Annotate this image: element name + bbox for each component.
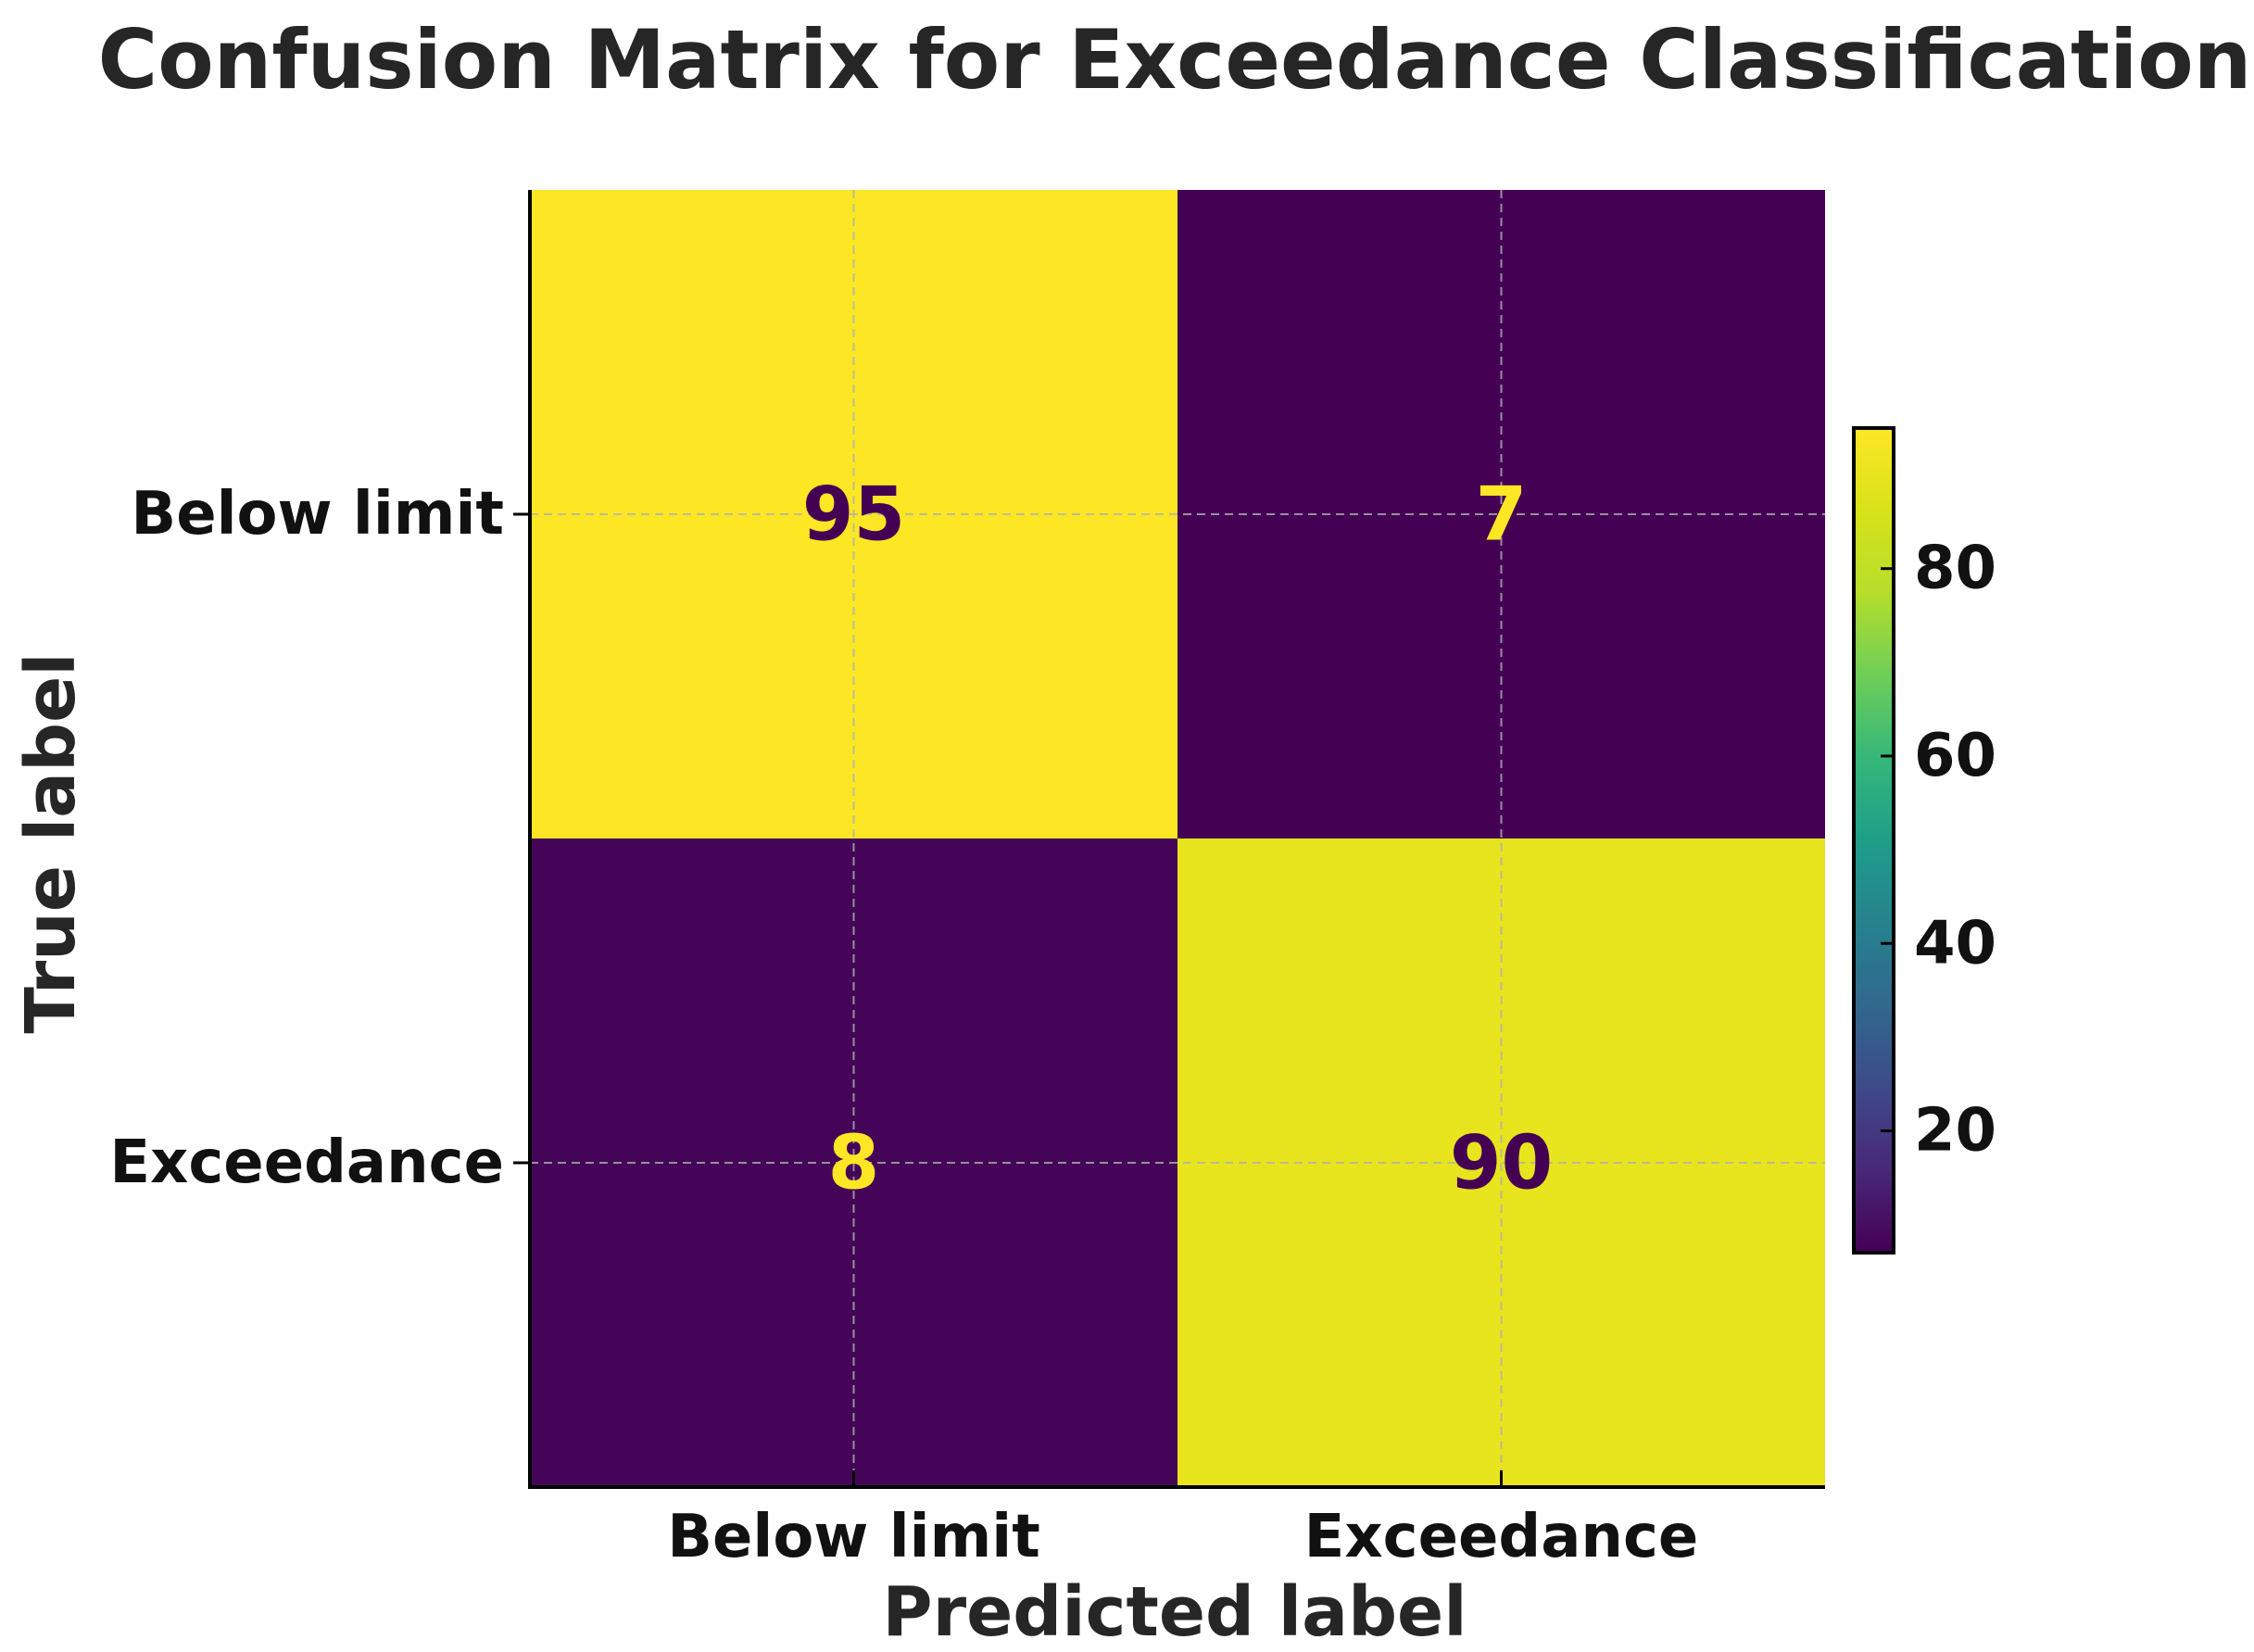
x-tick-label-1: Exceedance: [1304, 1503, 1699, 1571]
y-tick-labels: Below limit Exceedance: [109, 480, 530, 1197]
cell-annotations: 95 7 8 90: [802, 472, 1553, 1206]
axes: [528, 190, 1825, 1489]
x-tick-label-0: Below limit: [667, 1503, 1040, 1571]
cell-value-r0-c0: 95: [802, 472, 905, 558]
colorbar-tick-label-2: 60: [1914, 722, 1996, 790]
colorbar-tick-label-3: 80: [1914, 535, 1996, 603]
cell-value-r1-c1: 90: [1450, 1120, 1553, 1206]
x-tick-labels: Below limit Exceedance: [667, 1470, 1698, 1571]
y-axis-label: True label: [11, 652, 91, 1033]
x-axis-label: Predicted label: [882, 1572, 1467, 1648]
grid-lines: [530, 190, 1825, 1487]
y-tick-label-1: Exceedance: [109, 1129, 504, 1197]
y-tick-label-0: Below limit: [131, 480, 504, 549]
colorbar-tick-label-1: 40: [1914, 909, 1996, 977]
cell-value-r0-c1: 7: [1476, 472, 1528, 558]
colorbar: 20 40 60 80: [1852, 426, 1996, 1255]
colorbar-gradient: [1852, 426, 1895, 1255]
heatmap-cells: [530, 190, 1825, 1487]
chart-title: Confusion Matrix for Exceedance Classifi…: [98, 12, 2252, 107]
cell-value-r1-c0: 8: [828, 1120, 880, 1206]
colorbar-tick-label-0: 20: [1914, 1097, 1996, 1166]
